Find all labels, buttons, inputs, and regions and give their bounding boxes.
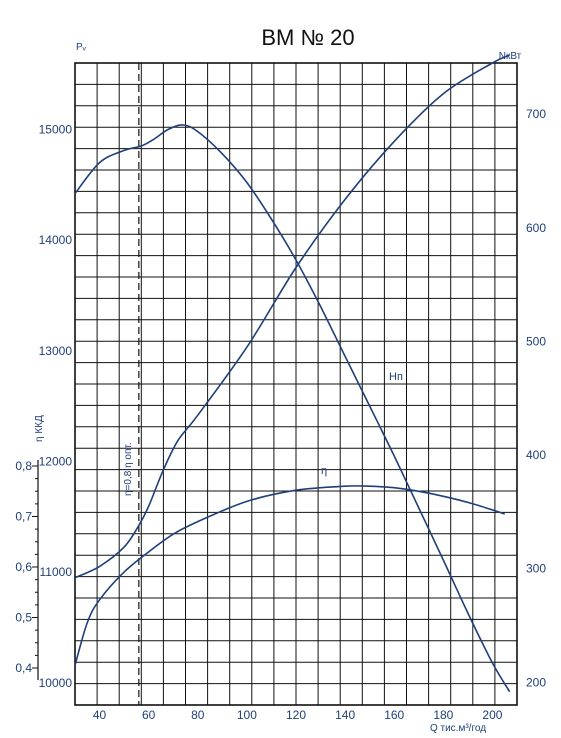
efficiency-tick-label: 0,4	[15, 661, 32, 675]
y-left-tick-label: 13000	[39, 344, 73, 358]
x-tick-label: 40	[93, 708, 107, 722]
efficiency-tick-label: 0,6	[15, 560, 32, 574]
y-right-tick-label: 400	[526, 448, 546, 462]
efficiency-axis-label: η ККД	[34, 415, 45, 442]
y-left-tick-label: 12000	[39, 454, 73, 468]
x-tick-label: 120	[286, 708, 306, 722]
x-tick-label: 100	[237, 708, 257, 722]
x-tick-label: 160	[384, 708, 404, 722]
series-lines	[74, 54, 511, 693]
x-tick-label: 180	[433, 708, 453, 722]
chart-title: ВМ № 20	[261, 25, 354, 50]
y-right-tick-label: 600	[526, 221, 546, 235]
y-right-axis-label: NкВт	[499, 51, 522, 62]
y-right-tick-label: 300	[526, 562, 546, 576]
y-right-tick-label: 500	[526, 334, 546, 348]
efficiency-tick-label: 0,8	[15, 459, 32, 473]
efficiency-tick-label: 0,7	[15, 510, 32, 524]
optimum-marker-label: η=0,8 η опт.	[123, 442, 134, 496]
x-tick-label: 200	[482, 708, 502, 722]
y-left-axis-label: Pᵥ	[76, 42, 87, 53]
grid	[74, 62, 518, 706]
y-left-tick-label: 11000	[40, 565, 73, 579]
x-tick-label: 80	[191, 708, 205, 722]
axes	[32, 63, 140, 705]
x-tick-label: 60	[142, 708, 156, 722]
efficiency-tick-label: 0,5	[15, 611, 32, 625]
plot-frame	[74, 62, 518, 706]
series-line-efficiency	[74, 485, 505, 666]
y-right-tick-label: 200	[526, 675, 546, 689]
y-left-tick-label: 10000	[39, 676, 73, 690]
series-label: Hп	[389, 371, 403, 383]
x-tick-label: 140	[335, 708, 355, 722]
x-axis-label: Q тис.м³/год	[430, 723, 486, 734]
y-left-tick-label: 15000	[39, 122, 73, 136]
series-line-power	[74, 54, 510, 579]
y-right-tick-label: 700	[526, 107, 546, 121]
series-label: η	[321, 465, 327, 477]
y-left-tick-label: 14000	[39, 233, 73, 247]
series-line-pressure	[74, 124, 511, 693]
